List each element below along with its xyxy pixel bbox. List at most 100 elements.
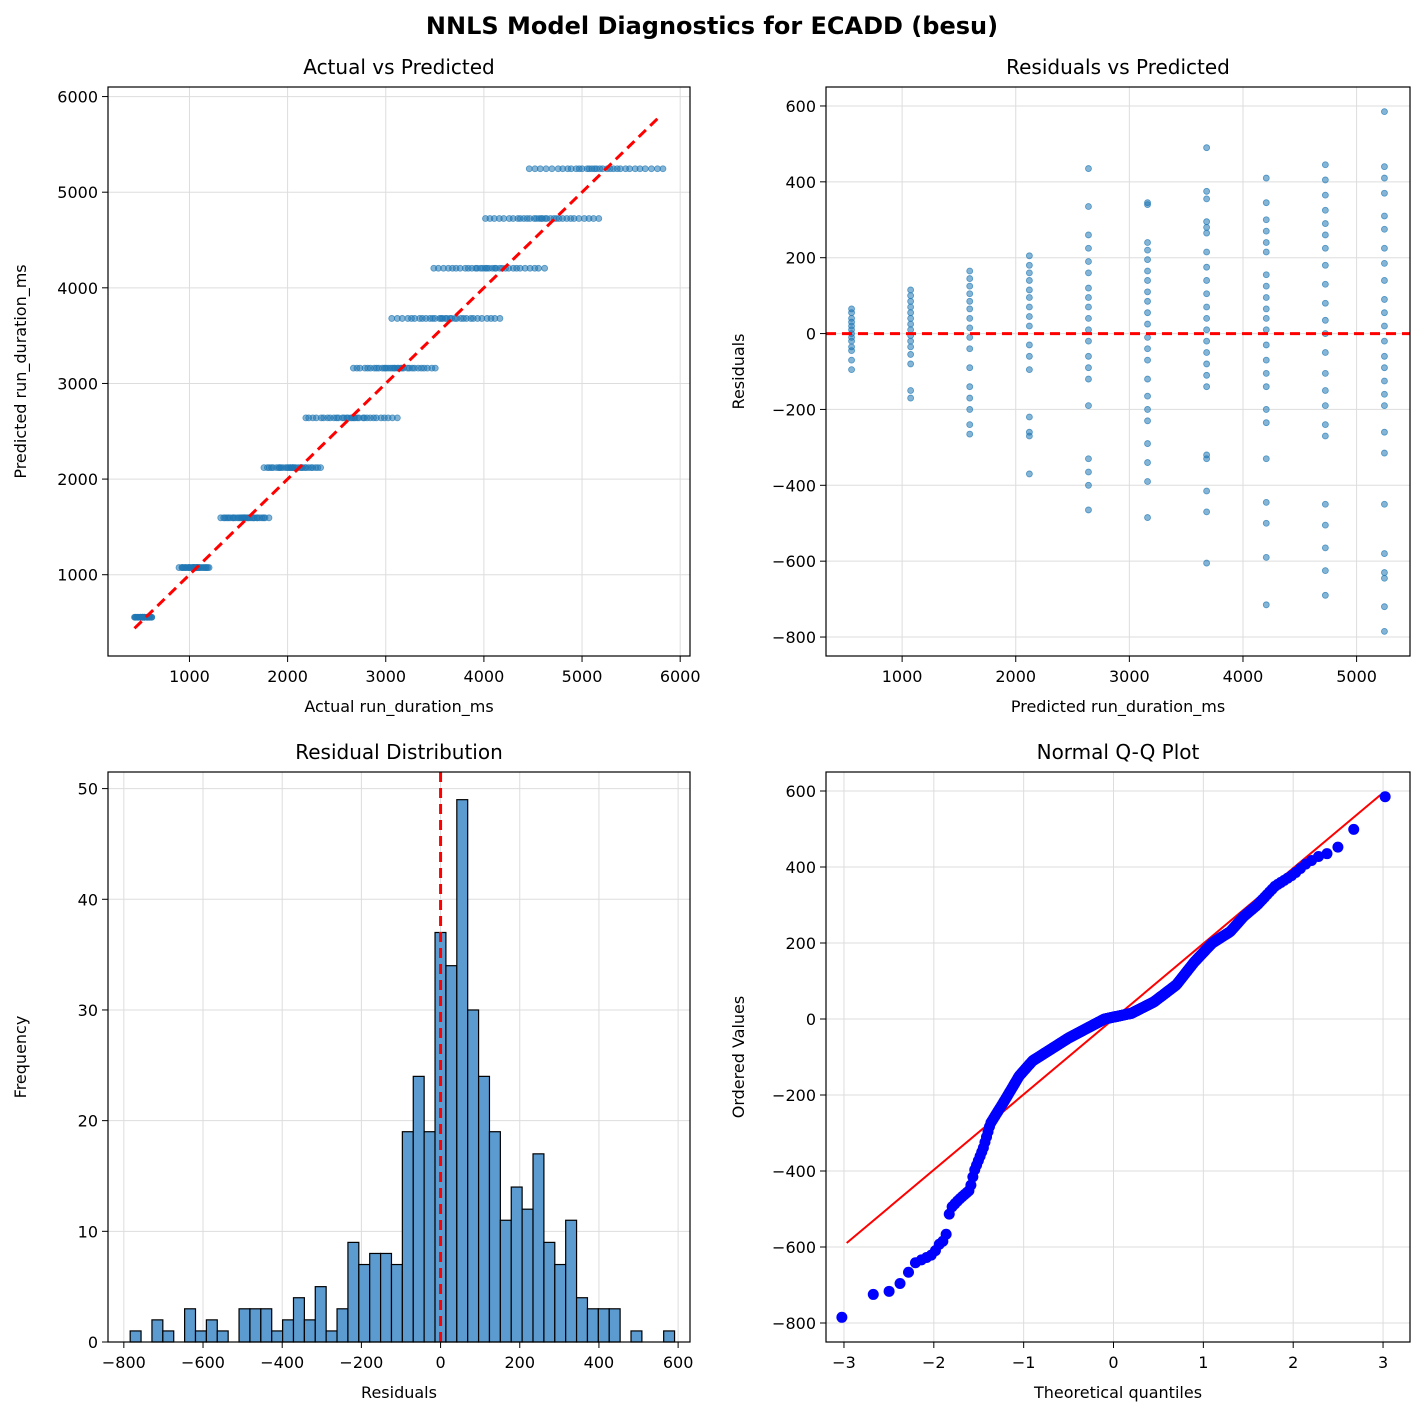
data-point [966, 406, 974, 413]
qq-point [1348, 823, 1360, 835]
data-point [907, 387, 915, 394]
histogram-bar [303, 1319, 316, 1343]
histogram-bar [575, 1297, 589, 1343]
y-tick-label: 200 [785, 249, 816, 268]
y-tick-label: 50 [78, 780, 98, 799]
data-point [1381, 352, 1388, 360]
data-point [966, 345, 974, 353]
y-tick-label: 20 [78, 1112, 98, 1131]
data-point [1203, 248, 1211, 256]
panel-title: Normal Q-Q Plot [1037, 740, 1200, 764]
residuals-vs-predicted-panel: 1000 2000 3000 4000 5000 −800 −600 −400 −200 0 200… [729, 55, 1411, 717]
data-point [1381, 174, 1388, 182]
qq-point [836, 1311, 848, 1323]
actual-vs-predicted-panel: 1000 2000 3000 4000 5000 6000 1000 2000 3000 4000… [11, 55, 701, 717]
qq-point [940, 1228, 952, 1240]
data-point [1203, 290, 1211, 298]
data-point [1262, 248, 1270, 256]
histogram-bar [663, 1330, 676, 1343]
data-point [1262, 326, 1270, 334]
panel-title: Residuals vs Predicted [1006, 55, 1230, 79]
plot-area [131, 114, 667, 630]
data-point [1085, 337, 1092, 345]
x-tick-label: 2 [1288, 1353, 1298, 1372]
data-point [966, 364, 974, 372]
data-point [265, 514, 273, 522]
data-point [1321, 432, 1329, 440]
data-point [1025, 470, 1033, 478]
histogram-bar [390, 1263, 403, 1343]
data-point [1144, 239, 1151, 246]
data-point [907, 337, 915, 345]
y-tick-label: −800 [772, 628, 816, 647]
data-point [1262, 199, 1270, 207]
data-point [1321, 299, 1329, 307]
data-point [1144, 333, 1151, 341]
normal-qq-plot-panel: −3 −2 −1 0 1 2 3 −800 −600 −400 −200 0 200 400 600 Nor… [729, 740, 1411, 1402]
histogram-bar [423, 1131, 436, 1343]
histogram-bar [532, 1153, 545, 1343]
data-point [1321, 316, 1329, 324]
x-tick-label: 1000 [169, 667, 210, 686]
histogram-bar [358, 1263, 371, 1343]
data-point [1203, 314, 1211, 322]
y-tick-label: −600 [772, 1238, 816, 1257]
histogram-bar [521, 1208, 534, 1343]
x-tick-label: 5000 [562, 667, 603, 686]
x-tick-label: 1000 [882, 667, 923, 686]
data-point [1381, 428, 1388, 436]
histogram-bar [456, 799, 469, 1343]
data-point [907, 314, 915, 322]
data-point [398, 315, 406, 322]
data-point [1381, 225, 1388, 233]
data-point [848, 309, 855, 317]
data-point [1025, 303, 1033, 311]
data-point [431, 364, 439, 372]
data-point [907, 351, 915, 358]
histogram-bar [379, 1252, 393, 1343]
data-point [1321, 191, 1329, 199]
data-point [1262, 553, 1270, 561]
data-point [1144, 514, 1151, 521]
axes-frame [107, 771, 691, 1343]
data-point [848, 356, 855, 364]
histogram-bar [510, 1186, 523, 1343]
histogram-bar [369, 1252, 382, 1343]
y-tick-label: 0 [806, 1010, 816, 1029]
data-point [1381, 212, 1388, 220]
y-tick-label: 5000 [57, 183, 98, 202]
axes-frame [107, 86, 691, 657]
data-point [1144, 288, 1151, 296]
data-point [1085, 364, 1092, 372]
data-point [1262, 294, 1270, 301]
panel-title: Actual vs Predicted [303, 55, 495, 79]
data-point [1144, 297, 1151, 305]
data-point [1262, 383, 1270, 391]
data-point [848, 366, 855, 374]
data-point [1203, 337, 1211, 345]
plot-area [129, 772, 676, 1343]
data-point [1203, 508, 1211, 516]
qq-point [1332, 841, 1344, 853]
x-tick-label: −200 [339, 1353, 383, 1372]
data-point [1262, 227, 1270, 235]
histogram-bar [412, 1075, 425, 1343]
data-point [1085, 455, 1092, 463]
data-point [595, 215, 603, 222]
plot-area [836, 791, 1391, 1323]
data-point [1085, 481, 1092, 489]
histogram-bar [630, 1330, 643, 1343]
data-point [1262, 174, 1270, 182]
y-tick-label: 30 [78, 1001, 98, 1020]
data-point [966, 305, 974, 313]
data-point [1025, 366, 1033, 374]
data-point [907, 343, 915, 351]
data-point [1203, 383, 1211, 391]
data-point [1321, 500, 1329, 508]
data-point [1321, 349, 1329, 356]
y-tick-label: −400 [772, 1162, 816, 1181]
data-point [1203, 187, 1211, 195]
qq-point [965, 1179, 977, 1191]
data-point [1085, 284, 1092, 292]
data-point [1321, 244, 1329, 252]
